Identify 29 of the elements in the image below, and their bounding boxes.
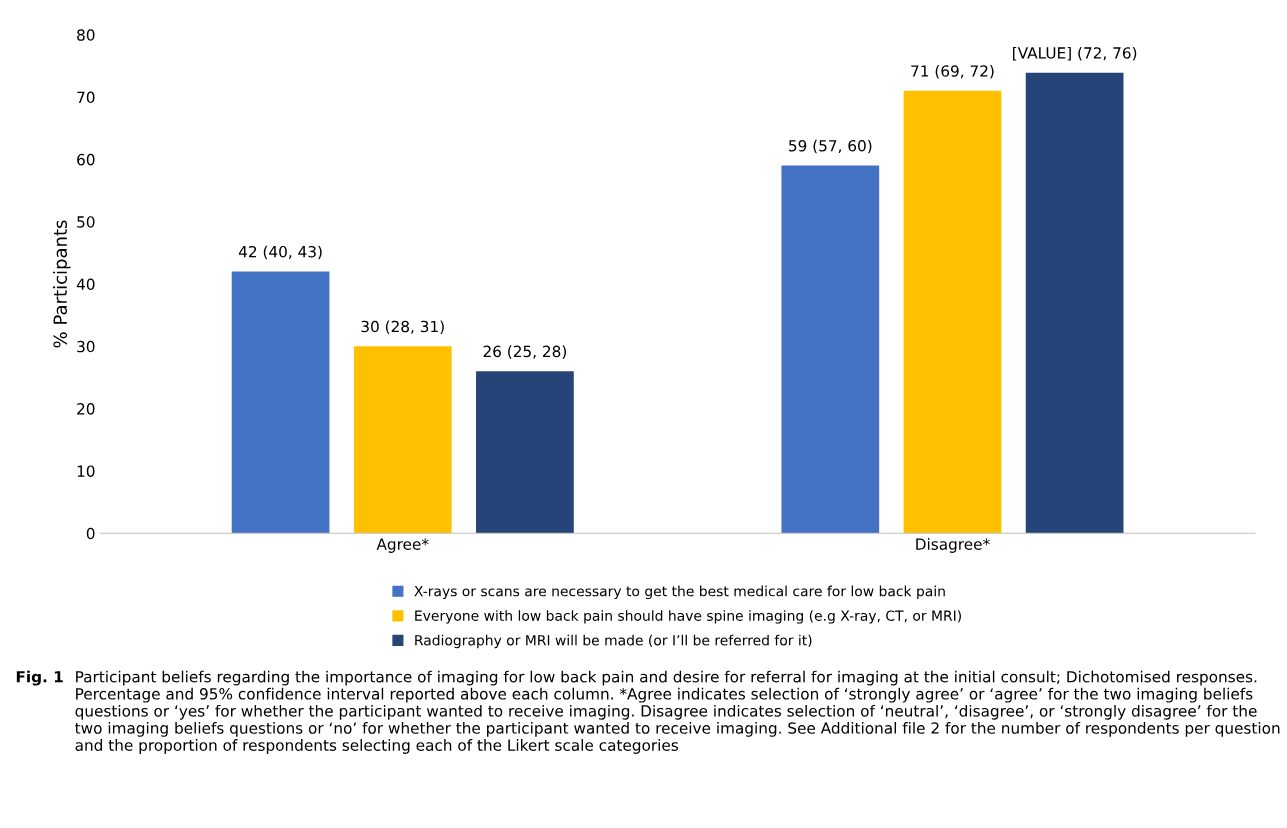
y-tick-label: 0 xyxy=(86,527,95,540)
y-tick-label: 60 xyxy=(77,153,95,166)
legend-label: X-rays or scans are necessary to get the best medical care for low back pain xyxy=(414,585,945,600)
bar xyxy=(231,271,330,534)
y-tick-label: 40 xyxy=(76,278,95,291)
y-tick-label: 50 xyxy=(77,216,95,228)
x-tick-label: Disagree* xyxy=(916,538,990,553)
bar xyxy=(476,371,574,534)
y-tick-label: 10 xyxy=(77,465,95,477)
text: Participant beliefs regarding the importance of imaging for low back pain and desire for referral for imaging at the initial consult; Dichotomised responses. Percentage and 95% confidence interval reported above each column. *Agree indicates selection of ‘strongly agree’ or ‘agree’ for the two imaging beliefs questions or ‘yes’ for whether the participant wanted to receive imaging. Disagree indicates selection of ‘neutral’, ‘disagree’, or ‘strongly disagree’ for the two imaging beliefs questions or ‘no’ for whether the participant wanted to receive imaging. See Additional file 2 for the number of respondents per question and the proportion of respondents selecting each of the Likert scale categories xyxy=(75,670,1280,754)
data-label: 42 (40, 43) xyxy=(238,245,322,260)
y-tick-label: 70 xyxy=(77,91,95,104)
bar xyxy=(781,165,880,534)
data-label: [VALUE] (72, 76) xyxy=(1013,46,1137,61)
legend-label: Radiography or MRI will be made (or I’ll be referred for it) xyxy=(415,634,812,649)
data-label: 59 (57, 60) xyxy=(789,139,872,154)
bar xyxy=(903,90,1002,534)
bar xyxy=(1025,72,1124,534)
data-label: 30 (28, 31) xyxy=(361,320,444,335)
bar xyxy=(353,346,452,534)
caption: Fig. 1 xyxy=(16,670,63,686)
data-label: 71 (69, 72) xyxy=(911,64,994,79)
y-tick-label: 20 xyxy=(77,403,95,415)
y-tick-label: 30 xyxy=(77,340,95,353)
y-tick-label: 80 xyxy=(77,29,95,41)
data-label: 26 (25, 28) xyxy=(483,345,566,359)
y-axis-title: % Participants xyxy=(53,220,71,348)
x-tick-label: Agree* xyxy=(376,538,429,553)
legend-label: Everyone with low back pain should have spine imaging (e.g X-ray, CT, or MRI) xyxy=(415,610,961,624)
